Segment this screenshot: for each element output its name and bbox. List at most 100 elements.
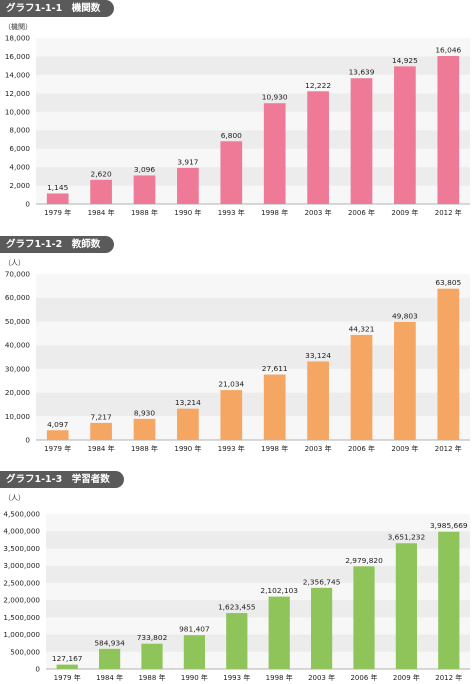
bar-value-label: 2,356,745 <box>303 577 341 586</box>
bar-value-label: 1,623,455 <box>218 603 256 612</box>
bar-value-label: 44,321 <box>349 324 375 333</box>
bar-value-label: 10,930 <box>262 93 288 102</box>
x-tick-label: 1993 年 <box>218 444 245 453</box>
y-tick-label: 3,500,000 <box>3 544 40 553</box>
bar <box>353 566 375 669</box>
bar-value-label: 6,800 <box>221 131 242 140</box>
x-tick-label: 2012 年 <box>435 673 462 682</box>
bar <box>268 596 290 669</box>
y-tick-label: 30,000 <box>5 364 31 373</box>
y-tick-label: 16,000 <box>5 52 31 61</box>
x-tick-label: 1990 年 <box>181 673 208 682</box>
bar <box>133 175 156 204</box>
bar <box>220 141 243 204</box>
bar <box>46 193 69 204</box>
y-tick-label: 4,500,000 <box>3 510 40 519</box>
bar-value-label: 3,985,669 <box>430 521 468 530</box>
x-tick-label: 2006 年 <box>348 208 375 217</box>
bar-value-label: 8,930 <box>134 408 155 417</box>
chart-2-plot: 0 10,000 20,000 30,000 40,000 50,000 60,000 70,… <box>5 270 470 453</box>
x-tick-label: 2003 年 <box>305 208 332 217</box>
bar <box>90 422 112 440</box>
x-tick-label: 1988 年 <box>131 208 158 217</box>
bar <box>177 408 199 440</box>
y-tick-label: 12,000 <box>5 89 31 98</box>
bar-value-label: 21,034 <box>218 380 244 389</box>
bar <box>141 643 163 669</box>
bar <box>46 430 69 440</box>
x-tick-label: 2006 年 <box>350 673 377 682</box>
bar <box>263 374 286 440</box>
bar <box>133 418 156 440</box>
y-tick-label: 14,000 <box>5 70 31 79</box>
chart-3: グラフ1-1-3 学習者数 （人） 0 500,000 1,000,000 1,500… <box>0 471 475 684</box>
x-tick-label: 1993 年 <box>223 673 250 682</box>
x-tick-label: 1979 年 <box>54 673 81 682</box>
y-tick-label: 0 <box>25 200 30 209</box>
y-tick-label: 8,000 <box>9 126 30 135</box>
y-tick-label: 40,000 <box>5 341 31 350</box>
bar-value-label: 13,214 <box>175 398 201 407</box>
y-tick-label: 2,000,000 <box>3 596 40 605</box>
y-tick-label: 2,500,000 <box>3 578 40 587</box>
y-tick-label: 6,000 <box>9 144 30 153</box>
bar <box>99 648 121 669</box>
bar <box>90 179 112 204</box>
chart-1-title: グラフ1-1-1 機関数 <box>0 0 115 17</box>
bar <box>438 531 460 669</box>
bar-value-label: 63,805 <box>435 278 461 287</box>
bar-value-label: 33,124 <box>305 351 331 360</box>
bar-value-label: 13,639 <box>349 68 375 77</box>
bar <box>311 587 333 669</box>
y-tick-label: 10,000 <box>5 412 31 421</box>
bar <box>350 78 373 204</box>
x-tick-label: 1998 年 <box>261 444 288 453</box>
grid-band <box>46 548 470 566</box>
y-tick-label: 4,000 <box>9 163 30 172</box>
bar <box>56 664 78 669</box>
bar <box>183 635 205 669</box>
grid-band <box>46 514 470 532</box>
bar-value-label: 1,145 <box>47 183 68 192</box>
x-tick-label: 1998 年 <box>266 673 293 682</box>
bar <box>437 288 460 440</box>
x-tick-label: 2012 年 <box>435 444 462 453</box>
bar-value-label: 127,167 <box>52 654 83 663</box>
chart-2: グラフ1-1-2 教師数 （人） 0 10,000 20,000 30,000 40,0… <box>0 236 475 458</box>
bar-value-label: 16,046 <box>435 46 461 55</box>
bar-value-label: 733,802 <box>137 633 168 642</box>
bar-value-label: 3,917 <box>177 157 198 166</box>
y-tick-label: 10,000 <box>5 107 31 116</box>
grid-band <box>36 274 470 298</box>
bar <box>307 361 329 440</box>
x-tick-label: 1984 年 <box>96 673 123 682</box>
bar-value-label: 584,934 <box>94 638 125 647</box>
bar-value-label: 4,097 <box>47 420 68 429</box>
y-tick-label: 2,000 <box>9 181 30 190</box>
y-tick-label: 50,000 <box>5 317 31 326</box>
bar-value-label: 981,407 <box>179 625 210 634</box>
bar <box>220 390 243 440</box>
x-tick-label: 2012 年 <box>435 208 462 217</box>
grid-band <box>46 531 470 549</box>
bar <box>177 167 199 204</box>
chart-1: グラフ1-1-1 機関数 （機関） 0 2,000 4,000 6,000 8,000 1… <box>0 0 475 222</box>
bar-value-label: 3,096 <box>134 165 155 174</box>
y-tick-label: 18,000 <box>5 34 31 43</box>
x-tick-label: 1979 年 <box>44 444 71 453</box>
bar-value-label: 3,651,232 <box>388 533 426 542</box>
bar-value-label: 49,803 <box>392 311 418 320</box>
bar-value-label: 2,979,820 <box>345 556 383 565</box>
x-tick-label: 1990 年 <box>174 208 201 217</box>
bar-value-label: 27,611 <box>262 364 288 373</box>
x-tick-label: 1988 年 <box>138 673 165 682</box>
bar-value-label: 2,102,103 <box>260 586 298 595</box>
bar-value-label: 14,925 <box>392 56 418 65</box>
x-tick-label: 2009 年 <box>391 208 418 217</box>
chart-3-unit-label: （人） <box>4 494 25 502</box>
bar <box>307 91 329 204</box>
y-tick-label: 500,000 <box>10 647 40 656</box>
x-tick-label: 1990 年 <box>174 444 201 453</box>
x-tick-label: 1998 年 <box>261 208 288 217</box>
bar <box>394 66 416 204</box>
